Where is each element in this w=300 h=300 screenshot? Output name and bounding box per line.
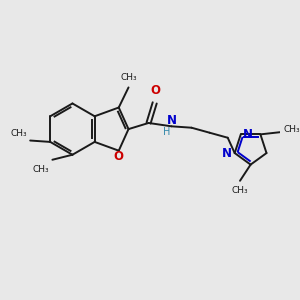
- Text: N: N: [243, 128, 253, 141]
- Text: CH₃: CH₃: [283, 125, 300, 134]
- Text: H: H: [163, 128, 170, 137]
- Text: O: O: [150, 84, 160, 97]
- Text: CH₃: CH₃: [121, 73, 137, 82]
- Text: N: N: [222, 147, 232, 160]
- Text: N: N: [167, 114, 177, 127]
- Text: CH₃: CH₃: [32, 165, 49, 174]
- Text: CH₃: CH₃: [11, 129, 27, 138]
- Text: O: O: [114, 150, 124, 163]
- Text: CH₃: CH₃: [231, 186, 248, 195]
